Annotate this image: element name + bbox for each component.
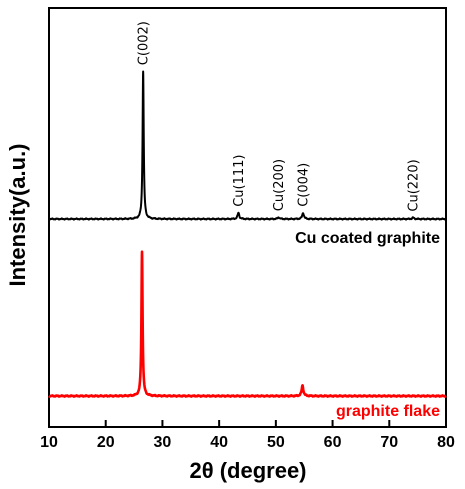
series-label: Cu coated graphite bbox=[295, 230, 440, 247]
x-axis-title: 2θ (degree) bbox=[189, 458, 306, 483]
peak-label: C(002) bbox=[137, 21, 152, 65]
plot-frame bbox=[48, 7, 447, 428]
plot-border bbox=[48, 7, 447, 428]
series-line-graphite-flake bbox=[47, 250, 448, 398]
x-tick-label: 20 bbox=[97, 434, 115, 451]
x-tick-label: 10 bbox=[40, 434, 58, 451]
series-labels: Cu coated graphite graphite flake bbox=[295, 230, 440, 420]
series-layer bbox=[47, 70, 448, 398]
x-tick-label: 80 bbox=[437, 434, 455, 451]
peak-label: Cu(220) bbox=[407, 159, 422, 211]
y-axis-title: Intensity(a.u.) bbox=[5, 143, 30, 286]
peak-label: Cu(200) bbox=[272, 159, 287, 211]
x-axis-ticks: 10 20 30 40 50 60 70 80 bbox=[40, 420, 455, 451]
peak-labels: C(002) Cu(111) Cu(200) C(004) Cu(220) bbox=[137, 21, 422, 211]
series-label: graphite flake bbox=[336, 403, 440, 420]
x-tick-label: 70 bbox=[380, 434, 398, 451]
x-tick-label: 60 bbox=[324, 434, 342, 451]
series-line-cu-coated-graphite bbox=[48, 70, 447, 221]
x-tick-label: 50 bbox=[267, 434, 285, 451]
x-tick-label: 30 bbox=[154, 434, 172, 451]
peak-label: Cu(111) bbox=[232, 155, 247, 207]
x-tick-label: 40 bbox=[210, 434, 228, 451]
peak-label: C(004) bbox=[297, 163, 312, 207]
